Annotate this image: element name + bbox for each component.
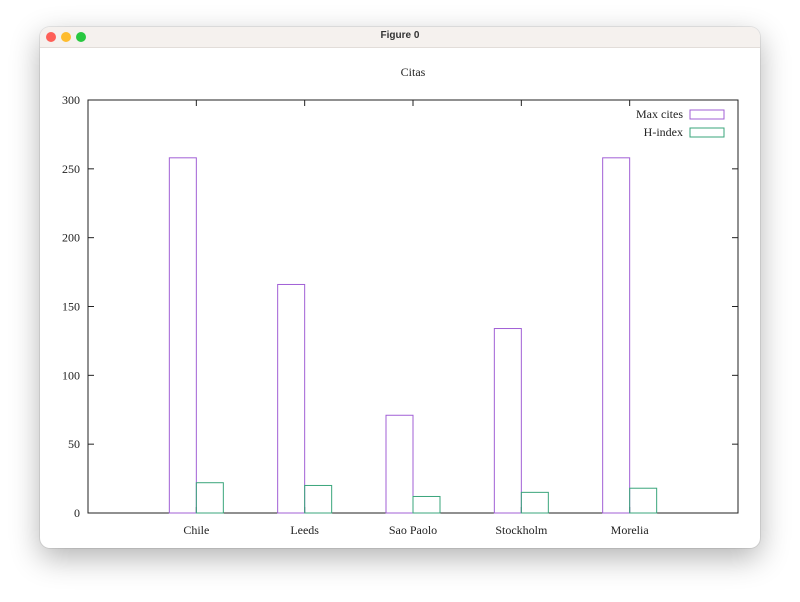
legend-swatch [689, 127, 725, 138]
x-tick-label: Morelia [611, 523, 650, 537]
bar-h-index-chile [195, 482, 224, 514]
bar-h-index-morelia [629, 487, 658, 514]
x-axis: Chile Leeds Sao Paolo Stockholm Morelia [183, 100, 649, 537]
x-tick-label: Stockholm [495, 523, 548, 537]
y-tick-label: 0 [74, 506, 80, 520]
y-axis: 0 50 100 150 200 250 300 [62, 93, 738, 520]
y-tick-label: 250 [62, 162, 80, 176]
bar-max-cites-leeds [277, 283, 306, 514]
y-tick-label: 50 [68, 437, 80, 451]
x-tick-label: Chile [183, 523, 209, 537]
chart-title: Citas [401, 65, 426, 79]
y-tick-label: 150 [62, 300, 80, 314]
x-tick-label: Leeds [290, 523, 319, 537]
window-title: Figure 0 [380, 30, 420, 41]
bar-max-cites-chile [168, 157, 197, 514]
figure-window: Figure 0 Citas 0 50 100 150 200 250 300 Chile L… [40, 27, 760, 548]
legend-label: Max cites [636, 107, 683, 121]
legend: Max cites H-index [636, 107, 725, 139]
bar-max-cites-morelia [602, 157, 631, 514]
title-bar: Figure 0 [40, 27, 760, 48]
y-tick-label: 200 [62, 231, 80, 245]
x-tick-label: Sao Paolo [389, 523, 437, 537]
bar-h-index-sao-paolo [412, 495, 441, 514]
legend-label: H-index [644, 125, 683, 139]
bar-h-index-leeds [304, 484, 333, 514]
bar-max-cites-sao-paolo [385, 414, 414, 514]
legend-swatch [689, 109, 725, 120]
maximize-window-button[interactable] [76, 32, 86, 42]
bars-group [168, 157, 658, 514]
y-tick-label: 300 [62, 93, 80, 107]
close-window-button[interactable] [46, 32, 56, 42]
y-tick-label: 100 [62, 368, 80, 382]
minimize-window-button[interactable] [61, 32, 71, 42]
bar-chart: Citas 0 50 100 150 200 250 300 Chile Leeds Sao P… [62, 65, 739, 537]
bar-max-cites-stockholm [493, 328, 522, 514]
bar-h-index-stockholm [520, 491, 549, 514]
